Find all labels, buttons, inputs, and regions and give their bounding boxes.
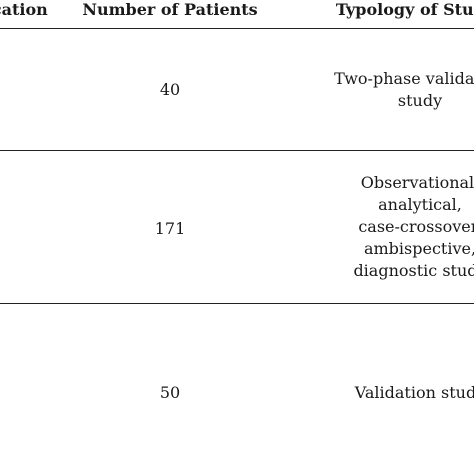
row-1-typology-line: study xyxy=(397,91,443,110)
row-2-typology: Observational, analytical, case-crossove… xyxy=(270,172,474,282)
row-1-patients: 40 xyxy=(159,80,181,99)
row-2-typology-line: Observational, xyxy=(360,173,474,192)
row-divider xyxy=(0,303,474,305)
header-number-of-patients: Number of Patients xyxy=(82,0,258,19)
row-1-typology: Two-phase validation study xyxy=(270,68,474,112)
row-1-typology-line: Two-phase validation xyxy=(334,69,474,88)
row-divider xyxy=(0,150,474,152)
row-3-patients: 50 xyxy=(159,383,181,402)
row-2-patients: 171 xyxy=(154,219,186,238)
row-2-typology-line: analytical, xyxy=(378,195,462,214)
row-3-typology-line: Validation study xyxy=(354,383,474,402)
header-typology-of-study: Typology of Study xyxy=(335,0,474,19)
row-2-typology-line: ambispective, xyxy=(363,239,474,258)
header-rule xyxy=(0,28,474,30)
row-3-typology: Validation study xyxy=(270,382,474,404)
header-location: Location xyxy=(0,0,48,19)
row-2-typology-line: diagnostic study xyxy=(353,261,474,280)
row-2-typology-line: case-crossover, xyxy=(358,217,474,236)
